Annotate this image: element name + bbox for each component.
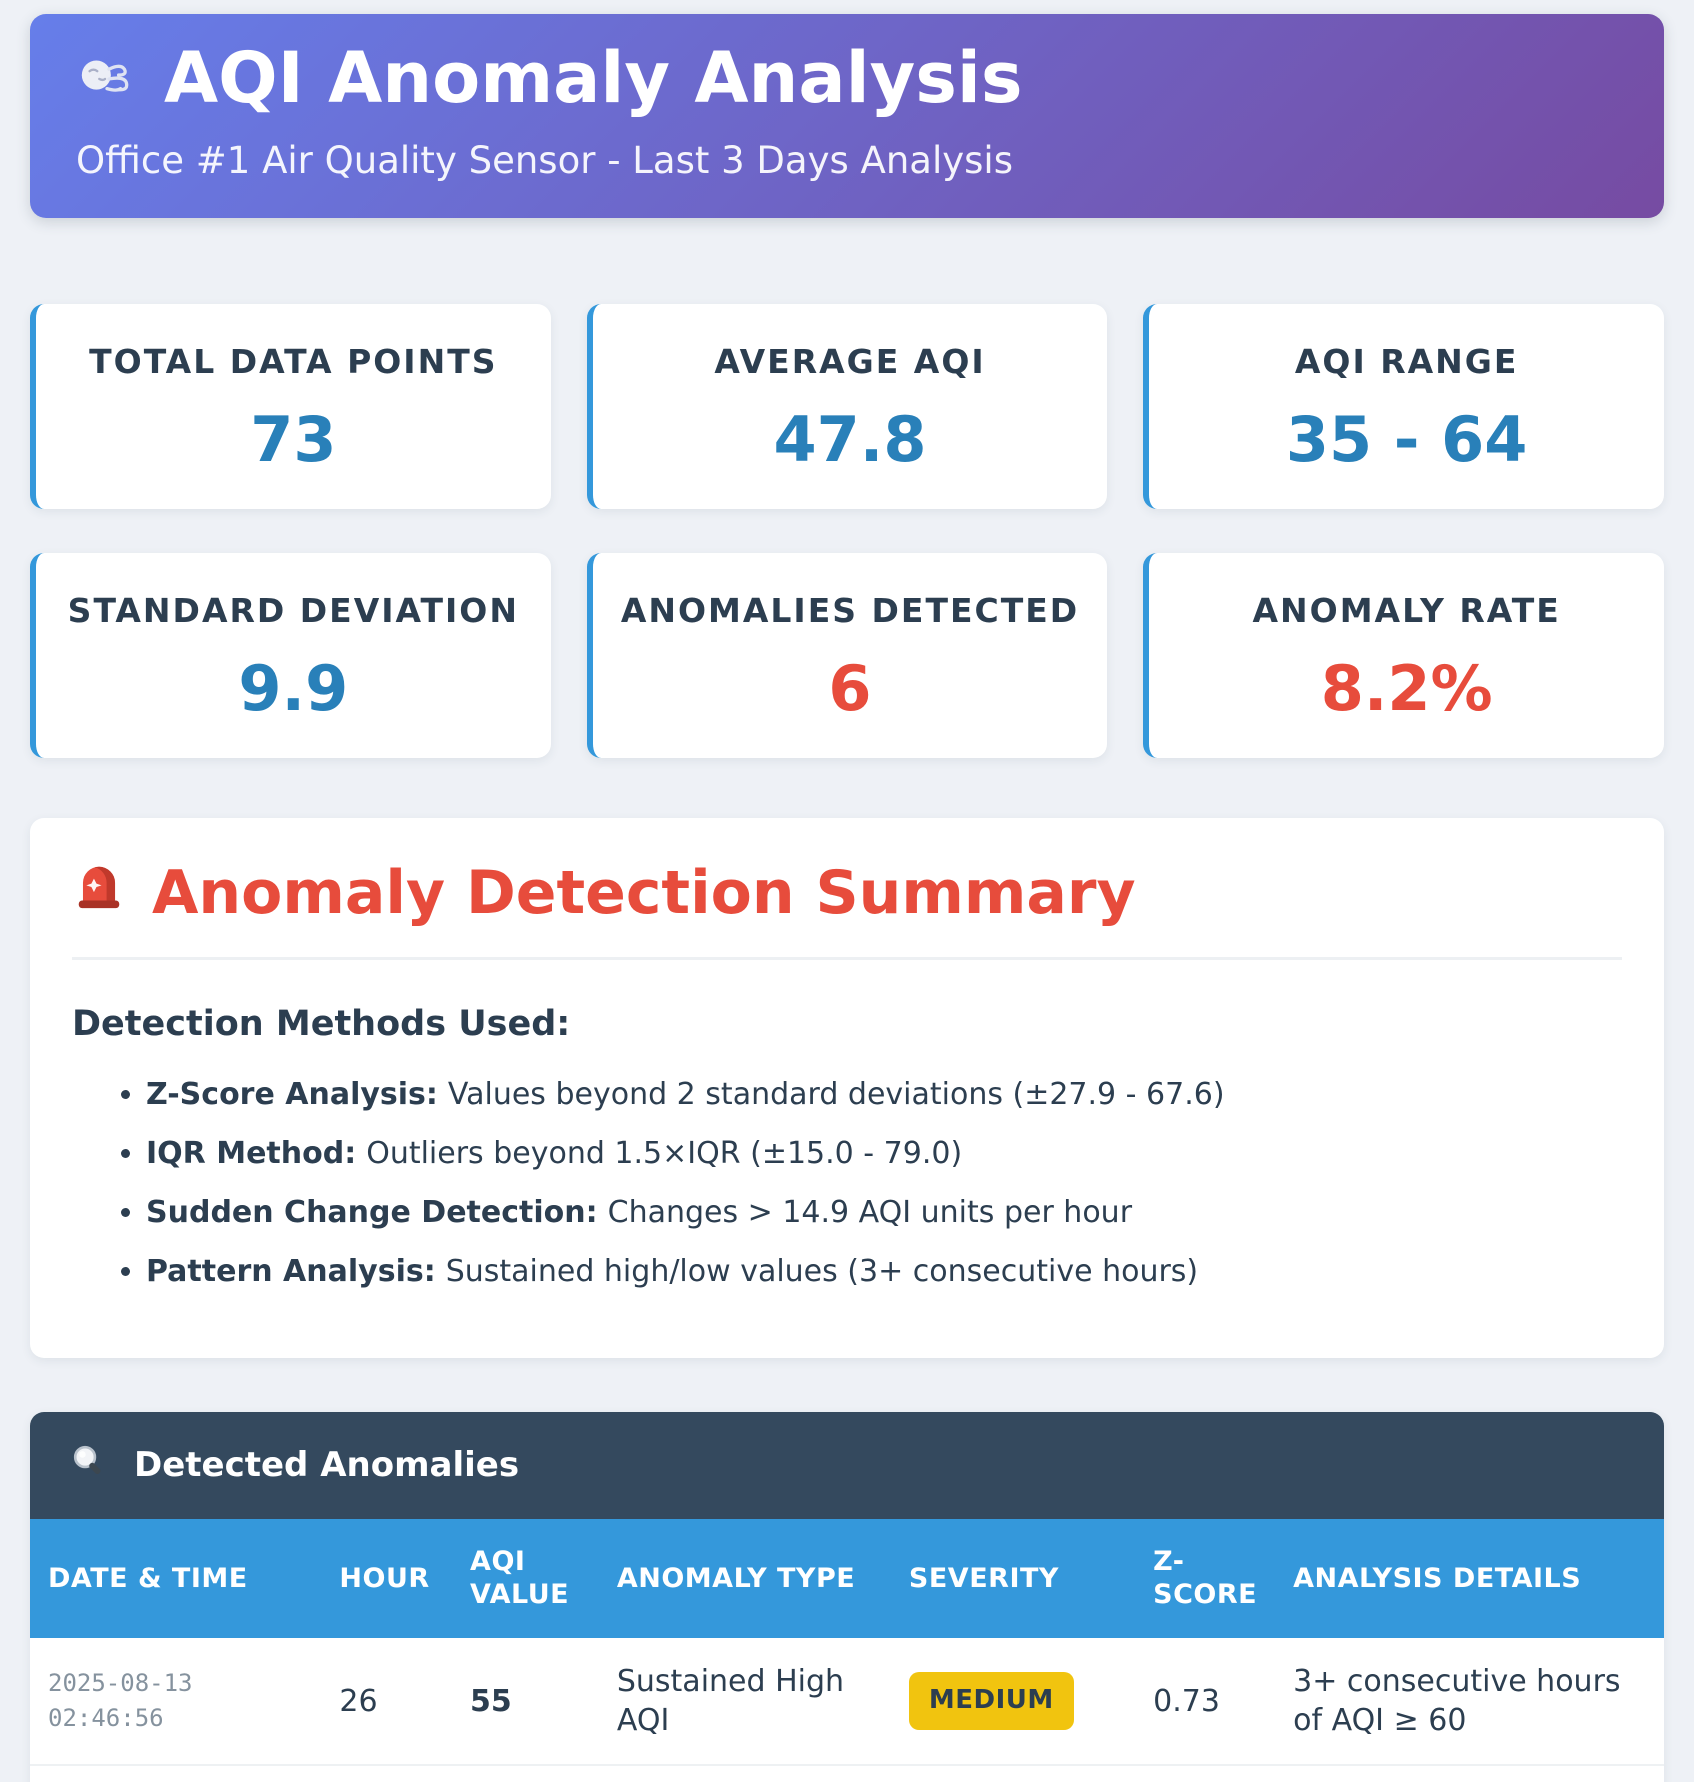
page-title-row: AQI Anomaly Analysis — [76, 40, 1618, 117]
stat-card-total-data-points: TOTAL DATA POINTS 73 — [30, 303, 551, 509]
column-header-analysis-details: Analysis Details — [1275, 1518, 1664, 1639]
method-name: Z-Score Analysis: — [146, 1076, 438, 1112]
cell-hour: 26 — [321, 1638, 453, 1767]
siren-icon — [72, 860, 126, 927]
detected-anomalies-header: Detected Anomalies — [30, 1411, 1664, 1519]
column-header-anomaly-type: Anomaly Type — [598, 1518, 891, 1639]
cell-severity: MEDIUM — [890, 1765, 1136, 1782]
column-header-severity: Severity — [890, 1518, 1136, 1639]
method-item: IQR Method:Outliers beyond 1.5×IQR (±15.… — [146, 1131, 1622, 1176]
method-item: Pattern Analysis:Sustained high/low valu… — [146, 1249, 1622, 1294]
stat-value: 9.9 — [238, 651, 349, 725]
detected-anomalies-card: Detected Anomalies Date & Time Hour AQI … — [30, 1411, 1664, 1782]
cell-aqi-value: 64 — [452, 1765, 599, 1782]
method-item: Sudden Change Detection:Changes > 14.9 A… — [146, 1190, 1622, 1235]
magnifier-icon — [68, 1440, 110, 1491]
stat-card-aqi-range: AQI RANGE 35 - 64 — [1143, 303, 1664, 509]
cell-z-score: 0.73 — [1135, 1638, 1276, 1767]
stat-value: 6 — [828, 651, 872, 725]
summary-title-row: Anomaly Detection Summary — [72, 860, 1622, 960]
method-name: Sudden Change Detection: — [146, 1194, 598, 1230]
stat-label: TOTAL DATA POINTS — [89, 341, 498, 381]
column-header-z-score: Z-Score — [1135, 1518, 1276, 1639]
cell-hour: 29 — [321, 1765, 453, 1782]
page-header: AQI Anomaly Analysis Office #1 Air Quali… — [30, 14, 1664, 218]
severity-badge: MEDIUM — [908, 1672, 1074, 1731]
anomalies-table: Date & Time Hour AQI Value Anomaly Type … — [30, 1518, 1664, 1782]
stat-label: AQI RANGE — [1294, 341, 1519, 381]
cell-anomaly-type: Sustained High AQI — [598, 1638, 891, 1767]
stat-card-anomaly-rate: ANOMALY RATE 8.2% — [1143, 552, 1664, 758]
date-value: 2025-08-13 — [48, 1669, 193, 1698]
wind-face-icon — [76, 46, 138, 112]
method-desc: Sustained high/low values (3+ consecutiv… — [445, 1253, 1199, 1289]
cell-severity: MEDIUM — [890, 1638, 1136, 1767]
stat-label: AVERAGE AQI — [714, 341, 986, 381]
summary-title: Anomaly Detection Summary — [152, 858, 1136, 929]
column-header-date-time: Date & Time — [30, 1518, 322, 1639]
stat-value: 8.2% — [1320, 651, 1493, 725]
time-value: 02:46:56 — [48, 1704, 164, 1733]
method-name: Pattern Analysis: — [146, 1253, 436, 1289]
methods-list: Z-Score Analysis:Values beyond 2 standar… — [72, 1072, 1622, 1294]
stat-card-anomalies-detected: ANOMALIES DETECTED 6 — [586, 552, 1108, 758]
stat-label: ANOMALY RATE — [1252, 590, 1561, 630]
stat-label: STANDARD DEVIATION — [67, 590, 519, 630]
cell-analysis-details: 3+ consecutive hours of AQI ≥ 60 — [1275, 1638, 1664, 1767]
detected-anomalies-title: Detected Anomalies — [134, 1445, 520, 1486]
stat-value: 35 - 64 — [1285, 402, 1528, 476]
cell-datetime: 2025-08-13 05:46:56 — [30, 1765, 322, 1782]
page-subtitle: Office #1 Air Quality Sensor - Last 3 Da… — [76, 139, 1013, 182]
table-header-row: Date & Time Hour AQI Value Anomaly Type … — [30, 1518, 1664, 1639]
cell-aqi-value: 55 — [452, 1638, 599, 1767]
stat-card-standard-deviation: STANDARD DEVIATION 9.9 — [30, 552, 551, 758]
column-header-hour: Hour — [321, 1518, 453, 1639]
method-name: IQR Method: — [146, 1135, 357, 1171]
method-desc: Values beyond 2 standard deviations (±27… — [447, 1076, 1225, 1112]
column-header-aqi-value: AQI Value — [452, 1518, 599, 1639]
stat-card-average-aqi: AVERAGE AQI 47.8 — [586, 303, 1108, 509]
stat-value: 47.8 — [773, 402, 927, 476]
stats-grid: TOTAL DATA POINTS 73 AVERAGE AQI 47.8 AQ… — [30, 303, 1664, 758]
method-desc: Outliers beyond 1.5×IQR (±15.0 - 79.0) — [366, 1135, 963, 1171]
cell-datetime: 2025-08-13 02:46:56 — [30, 1638, 322, 1767]
method-desc: Changes > 14.9 AQI units per hour — [607, 1194, 1133, 1230]
methods-heading: Detection Methods Used: — [72, 1003, 571, 1044]
cell-anomaly-type: Sustained High AQI — [598, 1765, 891, 1782]
table-row: 2025-08-13 05:46:56 29 64 Sustained High… — [30, 1765, 1664, 1782]
anomaly-detection-summary-card: Anomaly Detection Summary Detection Meth… — [30, 817, 1664, 1358]
page-title: AQI Anomaly Analysis — [164, 37, 1023, 119]
cell-z-score: 1.64 — [1135, 1765, 1276, 1782]
method-item: Z-Score Analysis:Values beyond 2 standar… — [146, 1072, 1622, 1117]
stat-label: ANOMALIES DETECTED — [620, 590, 1080, 630]
cell-analysis-details: 3+ consecutive hours of AQI ≥ 60 — [1275, 1765, 1664, 1782]
table-row: 2025-08-13 02:46:56 26 55 Sustained High… — [30, 1638, 1664, 1767]
stat-value: 73 — [250, 402, 337, 476]
